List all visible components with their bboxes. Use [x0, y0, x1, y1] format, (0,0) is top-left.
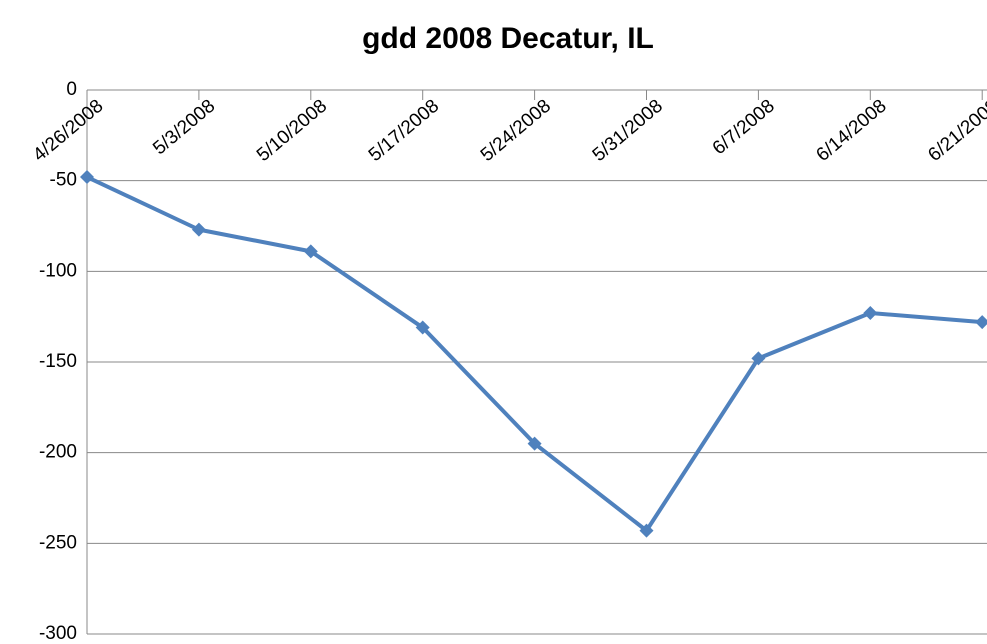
x-tick-label: 6/14/2008 — [812, 96, 890, 166]
y-tick-label: -50 — [50, 170, 77, 191]
marker — [191, 222, 206, 237]
x-tick-label: 5/24/2008 — [477, 96, 555, 166]
marker — [639, 523, 654, 538]
marker — [80, 170, 94, 185]
y-tick-label: -300 — [39, 623, 77, 644]
series-line — [86, 175, 983, 533]
x-tick-label: 6/7/2008 — [709, 96, 779, 160]
x-tick-label: 5/31/2008 — [589, 96, 667, 166]
x-tick-label: 4/26/2008 — [29, 96, 107, 166]
y-tick-label: -200 — [39, 442, 77, 463]
y-tick-label: -250 — [39, 532, 77, 553]
x-tick-label: 5/10/2008 — [253, 96, 331, 166]
x-tick-label: 5/17/2008 — [365, 96, 443, 166]
y-tick-label: 0 — [66, 79, 77, 100]
marker — [527, 436, 542, 451]
marker — [751, 351, 766, 366]
marker — [975, 315, 987, 330]
marker — [415, 320, 430, 335]
y-tick-label: -150 — [39, 351, 77, 372]
marker — [303, 244, 318, 259]
chart-title: gdd 2008 Decatur, IL — [362, 22, 654, 55]
x-tick-label: 5/3/2008 — [149, 96, 219, 160]
y-tick-label: -100 — [39, 260, 77, 281]
x-tick-label: 6/21/2008 — [924, 96, 987, 166]
marker — [863, 306, 878, 321]
